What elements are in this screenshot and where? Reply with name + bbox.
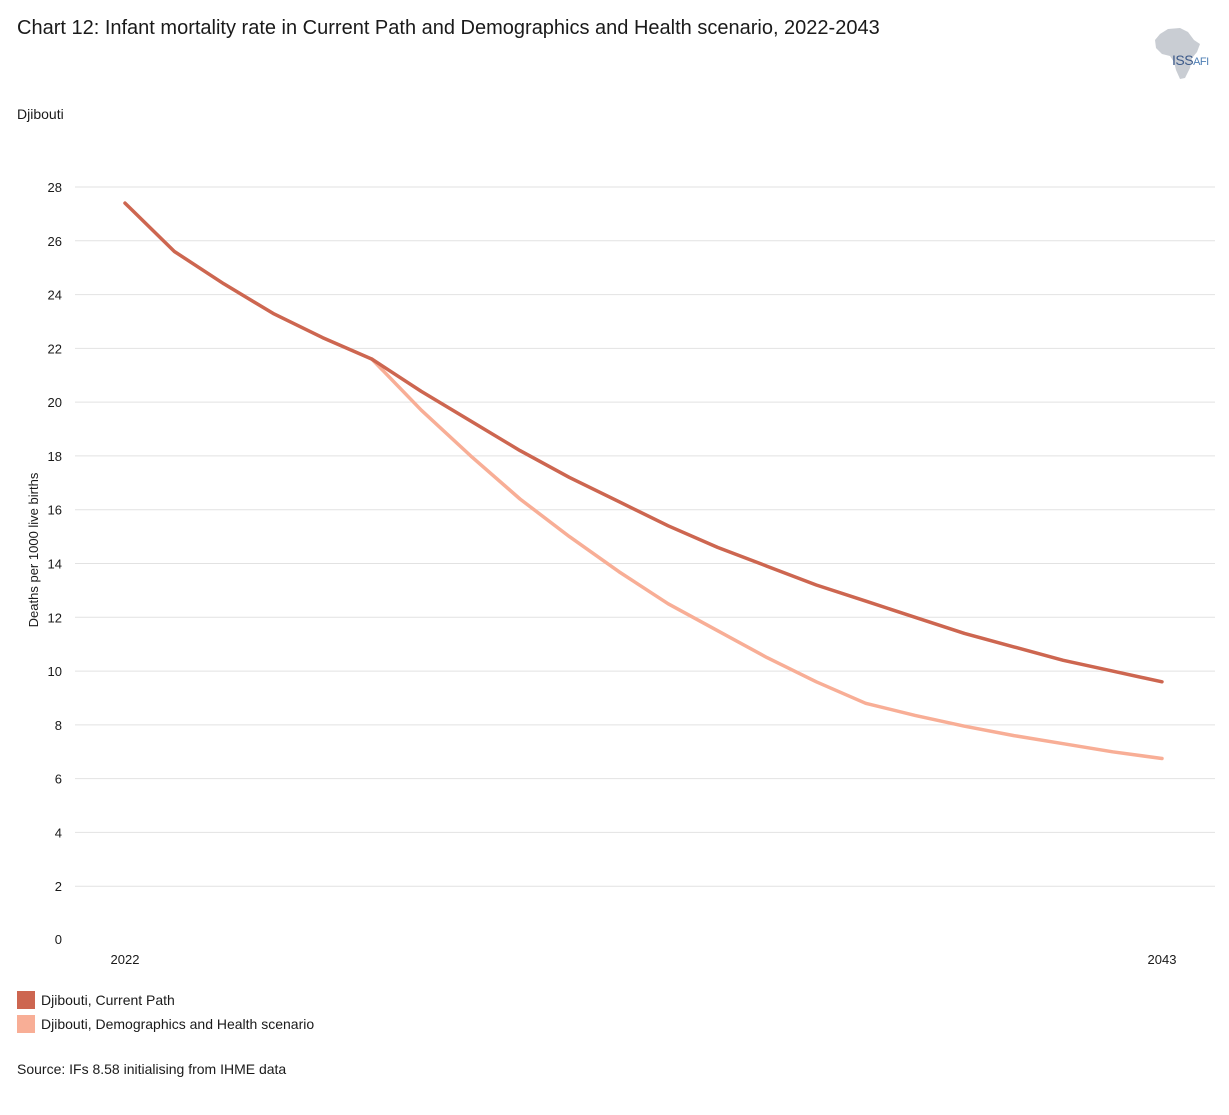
y-tick-label: 4	[55, 825, 62, 840]
y-tick-label: 10	[48, 664, 62, 679]
legend-swatch-demographics-health	[17, 1015, 35, 1033]
iss-logo: ISSAFI	[1150, 26, 1220, 82]
y-tick-label: 14	[48, 557, 62, 572]
legend-swatch-current-path	[17, 991, 35, 1009]
y-tick-label: 2	[55, 879, 62, 894]
y-tick-label: 28	[48, 180, 62, 195]
chart-title: Chart 12: Infant mortality rate in Curre…	[17, 17, 880, 39]
series-line-current-path	[123, 201, 1164, 684]
logo-subtext: AFI	[1193, 56, 1209, 68]
source-note: Source: IFs 8.58 initialising from IHME …	[17, 1061, 287, 1077]
x-tick-label: 2022	[111, 952, 140, 967]
legend-label-current-path: Djibouti, Current Path	[41, 992, 175, 1008]
y-tick-label: 16	[48, 503, 62, 518]
y-tick-label: 0	[55, 932, 62, 947]
region-label: Djibouti	[17, 106, 64, 122]
legend-item-demographics-health[interactable]: Djibouti, Demographics and Health scenar…	[17, 1012, 314, 1036]
y-tick-label: 12	[48, 610, 62, 625]
legend: Djibouti, Current Path Djibouti, Demogra…	[17, 988, 314, 1036]
y-axis-label: Deaths per 1000 live births	[26, 472, 41, 627]
y-tick-label: 8	[55, 718, 62, 733]
y-tick-label: 6	[55, 772, 62, 787]
x-tick-label: 2043	[1148, 952, 1177, 967]
series-line-demographics-health	[370, 357, 1164, 761]
y-tick-label: 26	[48, 234, 62, 249]
africa-map-icon	[1155, 28, 1200, 79]
logo-text: ISSAFI	[1172, 52, 1209, 68]
y-tick-label: 22	[48, 341, 62, 356]
legend-label-demographics-health: Djibouti, Demographics and Health scenar…	[41, 1016, 315, 1032]
series-lines	[123, 201, 1164, 761]
x-axis-ticks: 2022 2043	[111, 952, 1177, 967]
y-tick-label: 24	[48, 288, 62, 303]
y-tick-label: 18	[48, 449, 62, 464]
legend-item-current-path[interactable]: Djibouti, Current Path	[17, 988, 314, 1012]
y-tick-label: 20	[48, 395, 62, 410]
grid-lines	[75, 186, 1215, 887]
